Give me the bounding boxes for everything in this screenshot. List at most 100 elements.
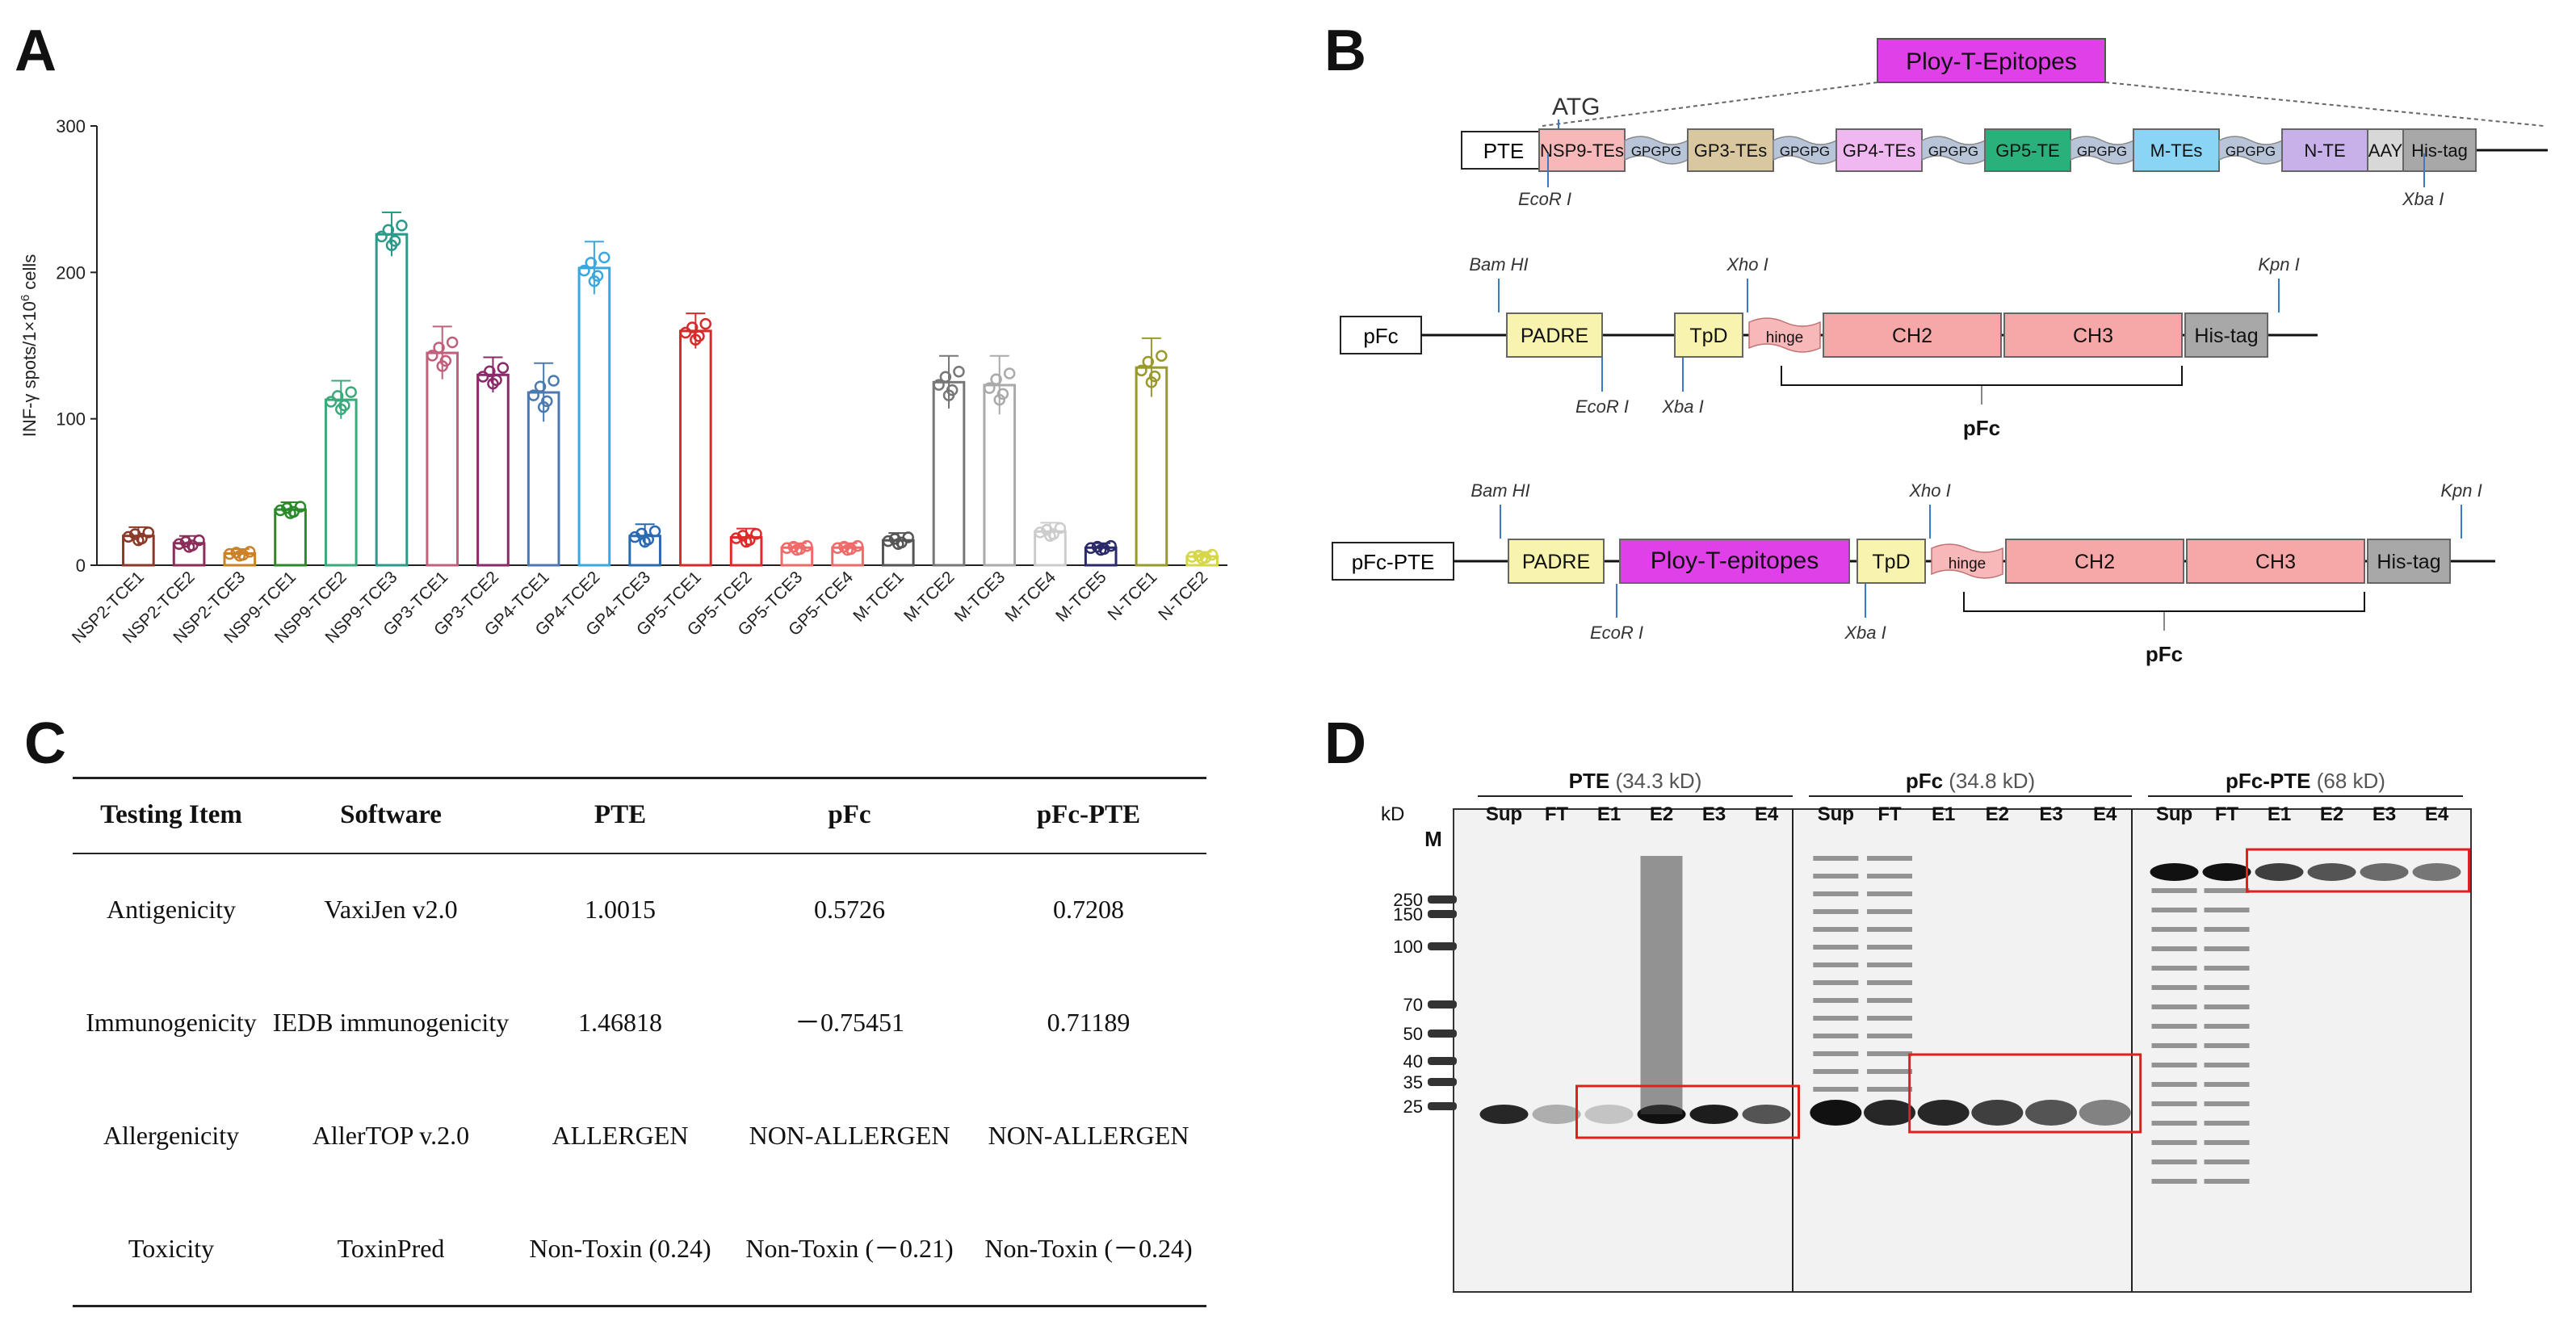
table-cell: 0.5726 (814, 895, 885, 924)
protein-band (2307, 863, 2356, 881)
group-header: pFc (34.8 kD) (1906, 769, 2035, 793)
bar (375, 233, 409, 567)
construct-segment-label: TpD (1689, 325, 1727, 347)
data-point (497, 362, 510, 374)
bar (476, 373, 510, 567)
lane-label: E1 (1932, 803, 1955, 825)
lysate-band (2204, 946, 2250, 951)
data-point (800, 539, 813, 552)
group-header: PTE (34.3 kD) (1569, 769, 1702, 793)
table-cell: Antigenicity (107, 895, 236, 924)
x-tick-label: M-TCE3 (951, 568, 1009, 626)
data-point (230, 547, 242, 559)
data-point (1054, 522, 1067, 535)
header-software: Software (340, 799, 442, 829)
lane-label: E4 (1755, 803, 1779, 825)
protein-band (1742, 1105, 1791, 1124)
data-point (1196, 552, 1208, 565)
table-cell: 0.71189 (1047, 1008, 1131, 1037)
panel-label-b: B (1324, 19, 1366, 83)
pfc-bracket-label: pFc (1963, 416, 2000, 440)
pte-segment-label: N-TE (2304, 140, 2345, 161)
lysate-band (1813, 1034, 1859, 1038)
data-point (132, 534, 145, 547)
data-point (396, 220, 408, 232)
table-cell: Non-Toxin (0.24) (529, 1234, 711, 1263)
panel-label-c: C (24, 711, 66, 776)
gel-image: kDM250150100705040352520PTE (34.3 kD)Sup… (1357, 759, 2487, 1321)
y-axis-label: INF-γ spots/1×106 cells (19, 254, 40, 438)
pte-segment-label: M-TEs (2150, 140, 2203, 161)
table-top-rule (73, 777, 1206, 779)
lane-label: E3 (2373, 803, 2396, 825)
construct-segment-label: hinge (1766, 329, 1804, 346)
lysate-band (2204, 888, 2250, 893)
data-point (433, 342, 445, 354)
bar (1135, 366, 1168, 567)
lysate-band (2151, 908, 2197, 912)
data-point (588, 275, 601, 287)
table-cell: VaxiJen v2.0 (324, 895, 458, 924)
ladder-label: 40 (1403, 1051, 1423, 1071)
highlight-box-pfc (1908, 1053, 2142, 1134)
data-point (984, 382, 996, 394)
construct-segment-label: TpD (1872, 551, 1910, 573)
lysate-band (2151, 1140, 2197, 1145)
ladder-band (1428, 1000, 1457, 1009)
ladder-band (1428, 1078, 1457, 1086)
protein-band (2025, 1100, 2077, 1126)
lane-label: FT (1877, 803, 1902, 825)
data-point (639, 535, 651, 548)
table-cell: Immunogenicity (86, 1008, 257, 1037)
construct-segment-label: hinge (1949, 556, 1987, 572)
lysate-band (1867, 1069, 1912, 1074)
lane-label: E4 (2425, 803, 2449, 825)
pte-segment (2133, 128, 2220, 172)
lysate-band (1867, 1034, 1912, 1038)
pfc-row-label: pFc (1363, 324, 1398, 348)
lane-label: Sup (2156, 803, 2192, 825)
table-cell: NON-ALLERGEN (749, 1121, 950, 1150)
protein-band (1532, 1105, 1581, 1124)
table-cell: Non-Toxin (－0.21) (745, 1234, 954, 1263)
data-point (1145, 376, 1158, 388)
pte-segment (2402, 128, 2477, 172)
lysate-band (2151, 1101, 2197, 1106)
protein-band (1971, 1100, 2024, 1126)
data-point (1148, 370, 1161, 383)
table-cell: Allergenicity (103, 1121, 240, 1150)
data-point (1091, 540, 1104, 553)
pfc-bracket-label: pFc (2146, 642, 2183, 666)
pte-segment (1538, 128, 1626, 172)
lane-label: E1 (1597, 803, 1621, 825)
data-point (233, 549, 246, 562)
x-tick-label: M-TCE2 (900, 568, 959, 626)
restriction-site-label: Xho I (1726, 254, 1768, 275)
data-point (902, 531, 914, 543)
data-point (537, 400, 550, 413)
construct-segment (1619, 539, 1850, 584)
lysate-band (1867, 856, 1912, 861)
restriction-site-label: Kpn I (2258, 254, 2299, 275)
restriction-site-label: EcoR I (1590, 623, 1643, 643)
table-header-rule (73, 853, 1206, 854)
pte-segment (1984, 128, 2071, 172)
lysate-band (1867, 945, 1912, 950)
lysate-band (2151, 1179, 2197, 1184)
highlight-box-pte (1575, 1084, 1800, 1139)
lysate-band (1867, 909, 1912, 914)
analysis-table: Testing Item Software PTE pFc pFc-PTE An… (73, 777, 1206, 1305)
pte-segment-label: GPGPG (1928, 144, 1978, 159)
data-point (335, 403, 347, 416)
protein-band (2202, 863, 2251, 881)
lysate-band (2151, 1024, 2197, 1029)
pte-segment-label: GPGPG (1780, 144, 1830, 159)
construct-segment-label: PADRE (1521, 325, 1588, 347)
xbai-site-pte: Xba I (2402, 189, 2444, 209)
table-cell: 0.7208 (1053, 895, 1124, 924)
data-point (1034, 526, 1047, 539)
lysate-band (1813, 962, 1859, 967)
construct-segment-label: Ploy-T-epitopes (1651, 547, 1819, 574)
ladder-label: 70 (1403, 995, 1423, 1015)
construct-segment-label: CH3 (2073, 325, 2113, 347)
